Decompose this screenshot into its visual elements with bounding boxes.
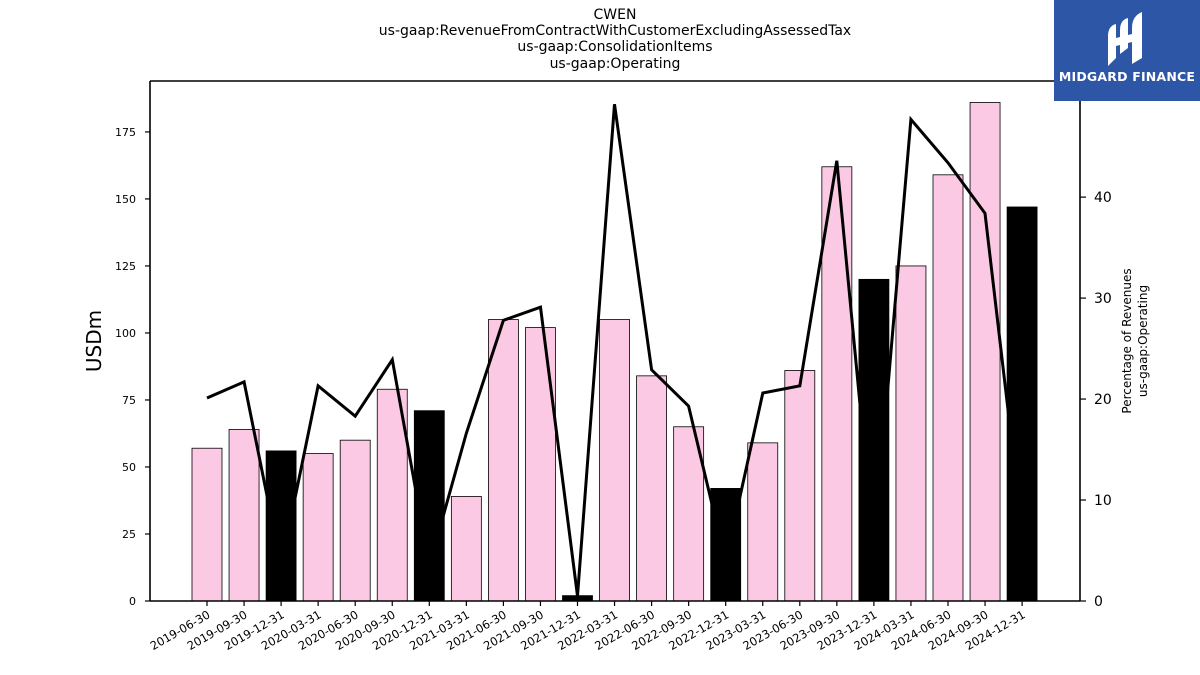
bar-2020-09-30 (376, 388, 408, 602)
chart-title-line-1: CWEN (593, 7, 637, 23)
chart-title-line-3: us-gaap:ConsolidationItems (517, 39, 713, 55)
y-tick-label-175: 175 (115, 126, 136, 139)
bar-2020-03-31 (302, 453, 334, 602)
y-tick-label-75: 75 (122, 394, 136, 407)
bar-2022-06-30 (636, 375, 667, 602)
bar-2023-03-31 (747, 442, 779, 602)
bar-2024-12-31 (1006, 206, 1038, 602)
y2-tick-label-0: 0 (1094, 594, 1103, 610)
bar-2021-09-30 (525, 327, 556, 602)
bar-2023-09-30 (821, 166, 853, 602)
bar-2024-03-31 (895, 265, 927, 602)
y-axis-label: USDm (82, 310, 106, 372)
y2-axis-label-line-1: Percentage of Revenues (1120, 268, 1134, 413)
y2-tick-label-30: 30 (1094, 291, 1112, 307)
y2-tick-label-20: 20 (1094, 392, 1112, 408)
y-tick-label-0: 0 (129, 595, 136, 608)
bar-2022-03-31 (599, 319, 630, 602)
bar-2021-06-30 (487, 319, 519, 602)
chart-title-line-2: us-gaap:RevenueFromContractWithCustomerE… (378, 23, 852, 39)
y2-tick-label-40: 40 (1094, 190, 1112, 206)
bar-2022-12-31 (710, 488, 742, 602)
y-tick-label-50: 50 (122, 461, 136, 474)
logo-text: MIDGARD FINANCE (1058, 69, 1196, 84)
bar-2024-09-30 (969, 102, 1001, 602)
bar-2024-06-30 (932, 174, 964, 602)
y2-axis-label-line-2: us-gaap:Operating (1136, 285, 1150, 397)
y-tick-label-25: 25 (122, 528, 136, 541)
midgard-finance-logo: MIDGARD FINANCE (1054, 0, 1200, 101)
y-tick-label-125: 125 (115, 260, 136, 273)
bar-2022-09-30 (673, 426, 705, 602)
bar-2020-06-30 (339, 439, 371, 602)
bar-2019-06-30 (191, 447, 223, 602)
bar-2021-03-31 (450, 496, 482, 602)
y-tick-label-100: 100 (115, 327, 136, 340)
midgard-logo-icon (1108, 12, 1142, 66)
bar-2019-09-30 (228, 429, 260, 602)
chart-title-line-4: us-gaap:Operating (549, 56, 681, 72)
y2-tick-label-10: 10 (1094, 493, 1112, 509)
y-tick-label-150: 150 (115, 193, 136, 206)
bar-2019-12-31 (265, 450, 297, 602)
bar-2023-06-30 (784, 370, 816, 602)
bar-2021-12-31 (562, 595, 593, 602)
